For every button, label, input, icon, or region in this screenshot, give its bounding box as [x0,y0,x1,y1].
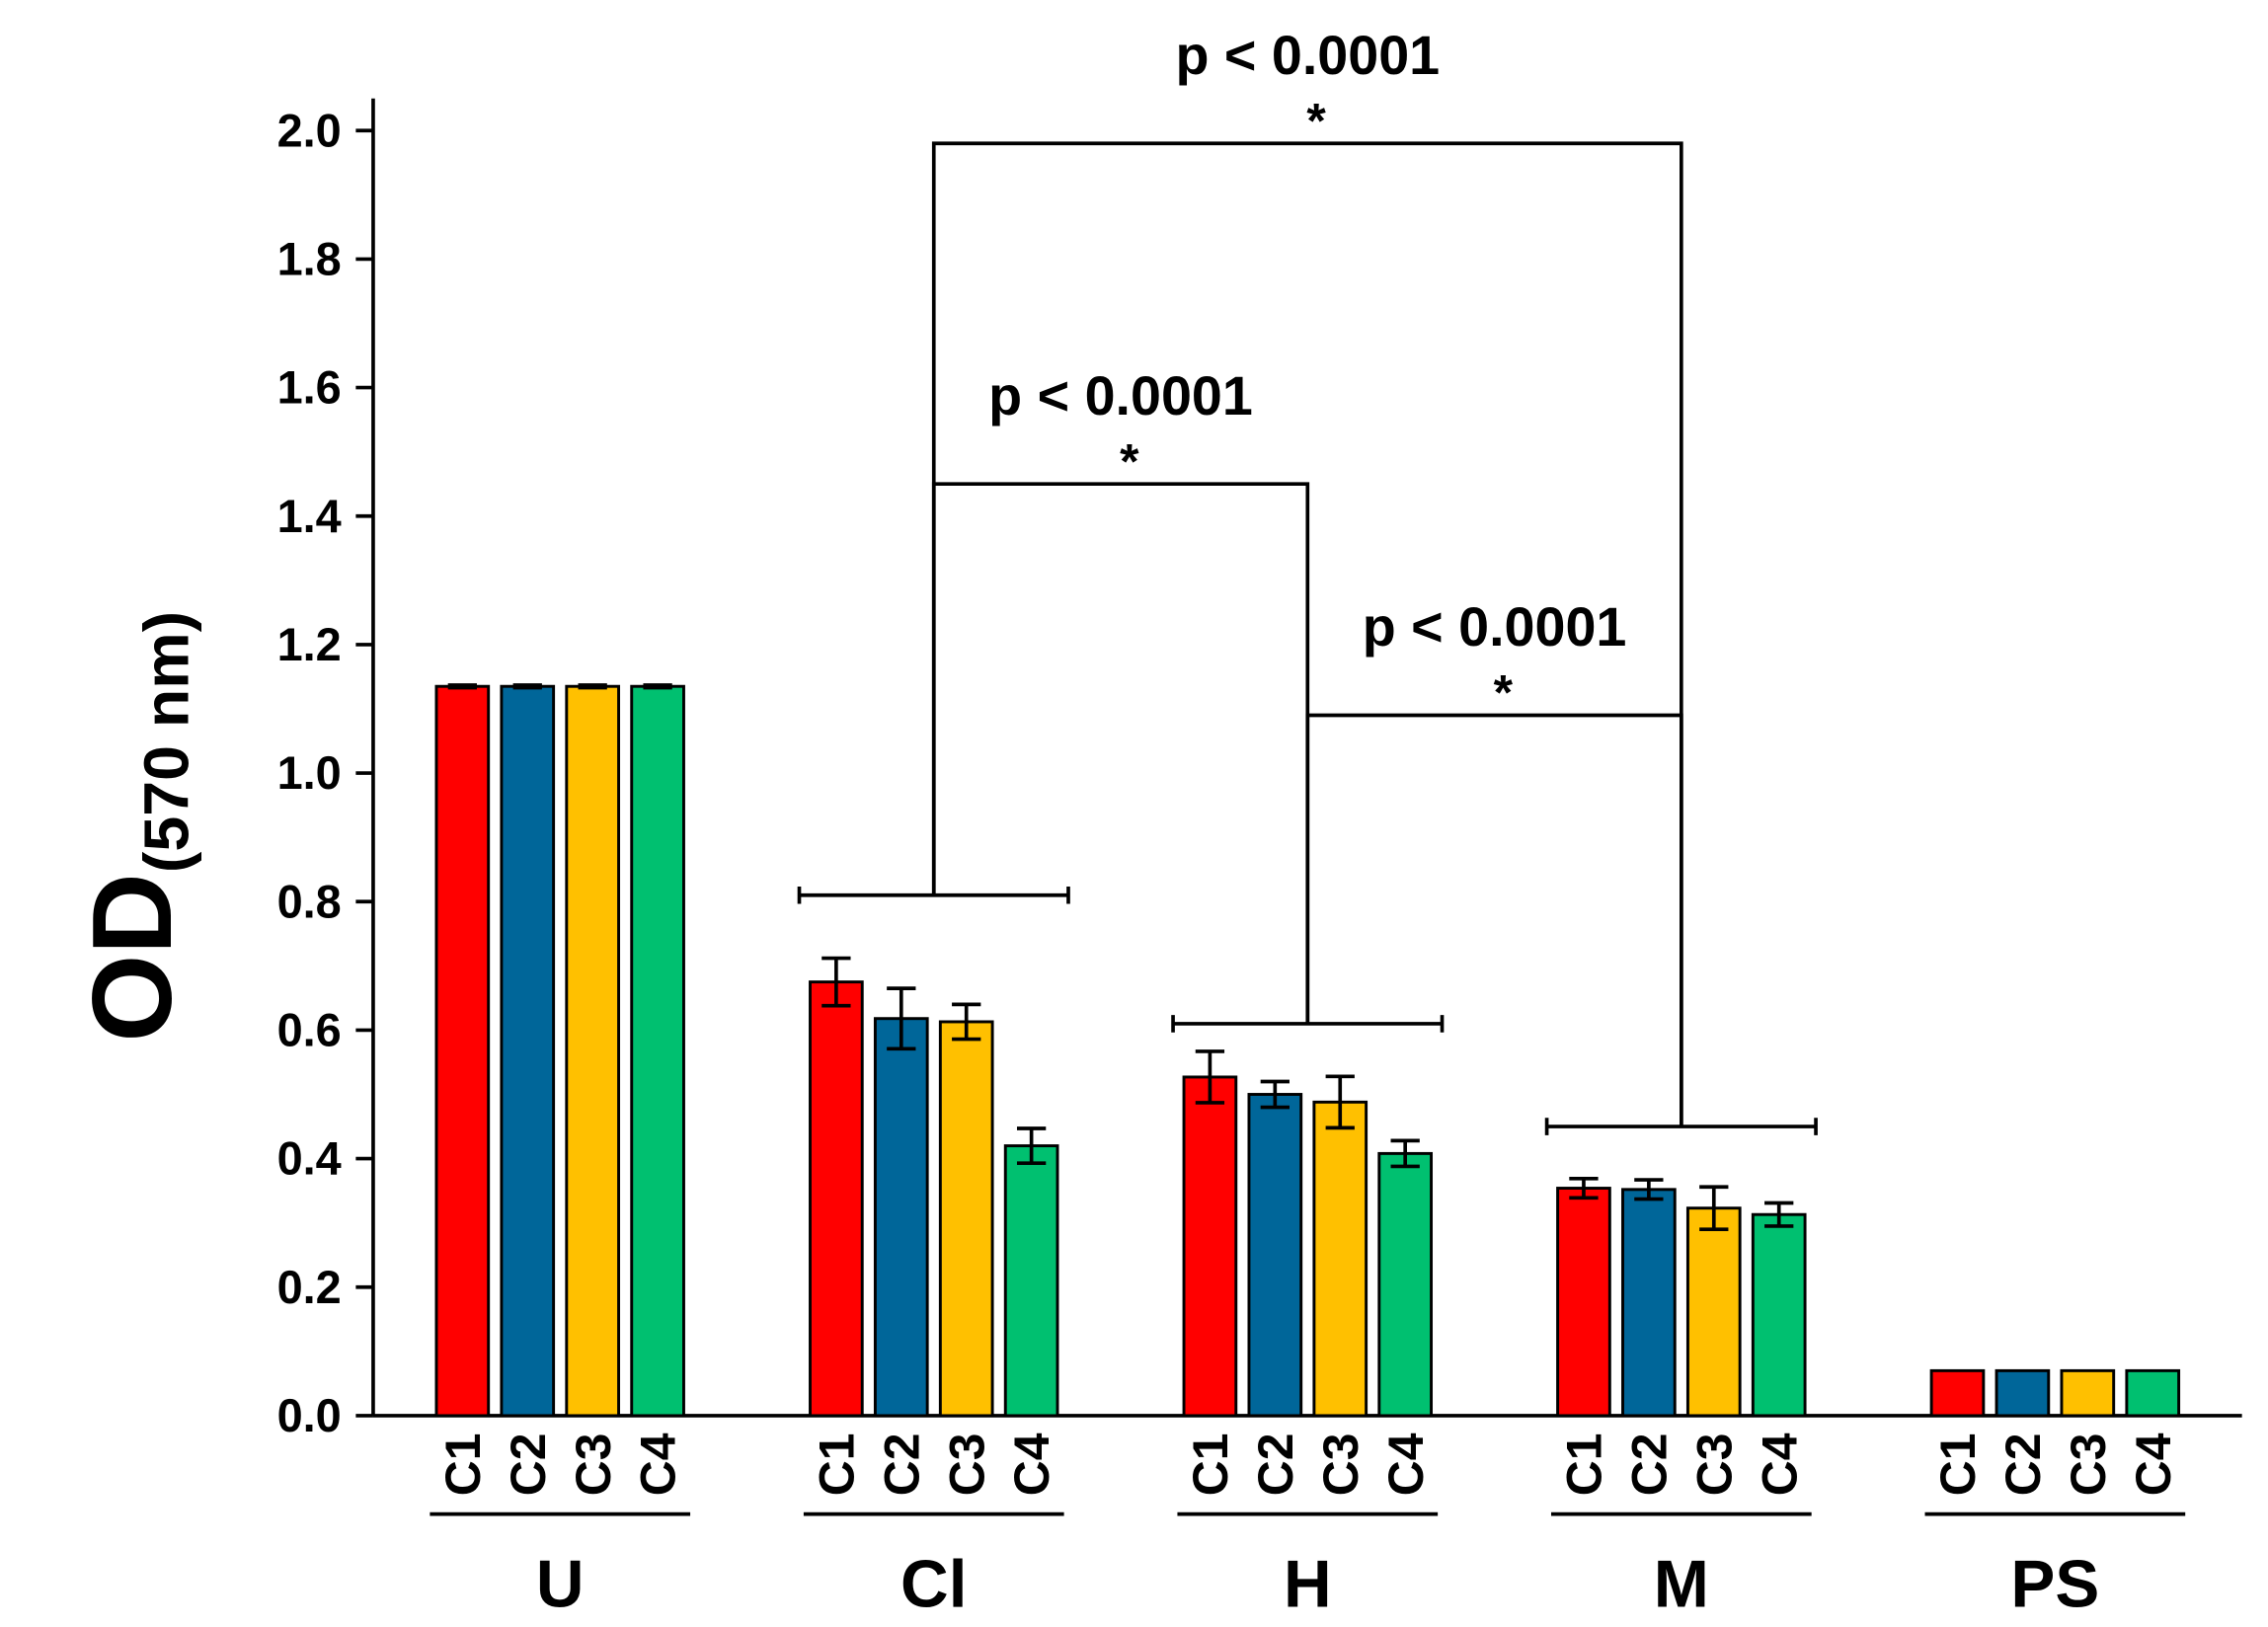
bar [2125,1368,2181,1418]
bar [1621,1188,1677,1418]
y-tick-label: 1.8 [277,234,342,285]
series-label: C2 [1995,1433,2051,1497]
x-tick-label: M [1654,1547,1709,1621]
series-label: C1 [1557,1433,1612,1497]
y-tick-label: 0.6 [277,1005,342,1056]
bar [1377,1151,1434,1418]
bar [1003,1144,1059,1418]
series-label: C1 [1930,1433,1986,1497]
bar [873,1017,929,1418]
comparison-bracket [1305,713,1683,1127]
bar [630,684,685,1418]
bar [1312,1100,1369,1418]
bar [434,684,491,1418]
y-label-sub: (570 nm) [130,611,201,873]
p-value: p < 0.0001 [1363,596,1627,658]
bar [565,684,621,1418]
x-tick-label: Cl [900,1547,967,1621]
series-label: C1 [1183,1433,1238,1497]
y-axis-label: OD(570 nm) [70,611,202,1043]
y-tick-label: 0.4 [277,1133,342,1185]
comparison-bracket [931,482,1310,1024]
series-label: C1 [809,1433,864,1497]
series-label: C2 [501,1433,556,1497]
series-label: C2 [1621,1433,1677,1497]
series-label: C4 [1752,1433,1807,1496]
series-label: C1 [435,1433,491,1497]
series-label: C4 [631,1433,686,1496]
bar [1182,1075,1238,1418]
x-tick-label: PS [2010,1547,2099,1621]
series-label: C3 [566,1433,621,1497]
significance-mark: * [1494,665,1514,721]
series-label: C3 [939,1433,994,1497]
y-label-main: OD [70,873,196,1043]
y-tick-label: 1.6 [277,362,342,414]
series-label: C4 [2126,1433,2181,1496]
y-tick-label: 0.8 [277,876,342,927]
bar [500,684,556,1418]
y-tick-label: 0.0 [277,1390,342,1441]
x-tick-label: U [536,1547,585,1621]
group-bracket [1544,1118,1818,1135]
x-tick-label: H [1284,1547,1332,1621]
y-tick-label: 1.4 [277,491,342,542]
y-tick-label: 2.0 [277,105,342,156]
bar [2060,1368,2116,1418]
series-label: C4 [1378,1433,1434,1496]
significance-mark: * [1120,433,1139,489]
p-value: p < 0.0001 [1175,25,1440,86]
series-label: C3 [1313,1433,1369,1497]
significance-mark: * [1306,93,1326,148]
bar [1685,1206,1742,1418]
y-tick-label: 1.2 [277,619,342,670]
bar [1751,1212,1807,1418]
p-value: p < 0.0001 [988,365,1253,426]
series-label: C4 [1004,1433,1059,1496]
series-label: C3 [2061,1433,2116,1497]
bar [938,1020,994,1418]
bar [809,980,864,1418]
bar [1994,1368,2051,1418]
series-label: C3 [1686,1433,1742,1497]
y-tick-label: 0.2 [277,1262,342,1313]
bar [1929,1368,1986,1418]
bar [1556,1187,1611,1418]
y-tick-label: 1.0 [277,747,342,799]
series-label: C2 [874,1433,929,1497]
series-label: C2 [1248,1433,1303,1497]
bar [1247,1093,1303,1418]
